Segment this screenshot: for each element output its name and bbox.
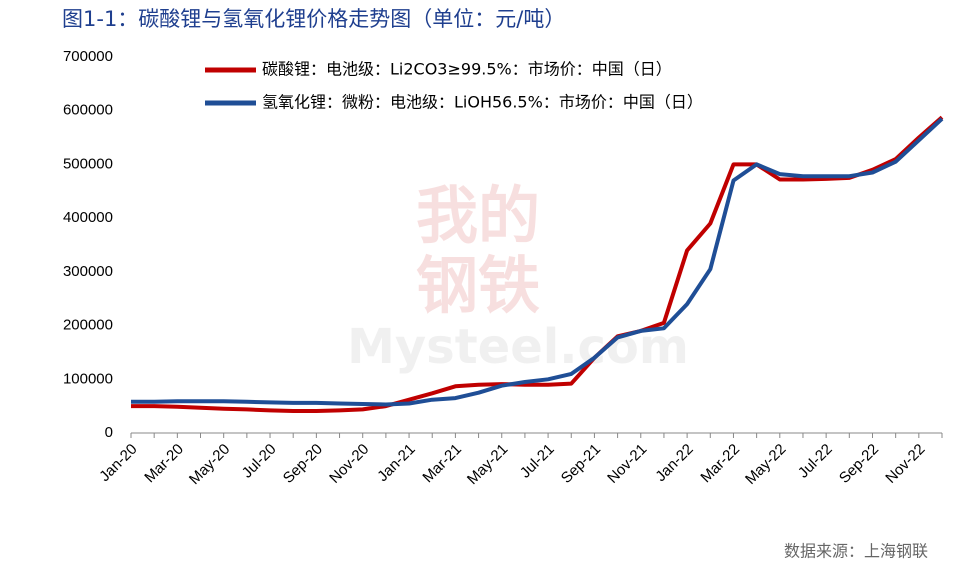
x-tick-label: Jan-20: [96, 441, 140, 485]
watermark-text: 钢铁: [416, 249, 540, 322]
x-tick-label: Nov-22: [882, 441, 928, 487]
x-tick-label: Nov-21: [604, 441, 650, 487]
x-tick-label: Mar-22: [697, 441, 743, 487]
y-tick-label: 600000: [63, 102, 113, 119]
legend-label: 碳酸锂：电池级：Li2CO3≥99.5%：市场价：中国（日）: [262, 60, 672, 79]
y-tick-label: 500000: [63, 155, 113, 172]
x-tick-label: Sep-20: [280, 441, 326, 487]
y-tick-label: 400000: [63, 209, 113, 226]
x-tick-label: Jul-22: [795, 441, 836, 482]
x-tick-label: Nov-20: [326, 441, 372, 487]
x-tick-label: Sep-22: [836, 441, 882, 487]
y-tick-label: 300000: [63, 263, 113, 280]
line-series: [131, 117, 944, 407]
line-series: [131, 115, 944, 413]
x-tick-label: Mar-20: [141, 441, 187, 487]
y-tick-label: 100000: [63, 370, 113, 387]
watermark-text: Mysteel.com: [347, 319, 689, 375]
y-tick-label: 700000: [63, 48, 113, 65]
x-tick-label: May-20: [186, 441, 233, 488]
x-tick-label: Jan-22: [652, 441, 696, 485]
x-tick-label: Sep-21: [558, 441, 604, 487]
watermark-text: 我的: [416, 179, 540, 252]
chart-title: 图1-1：碳酸锂与氢氧化锂价格走势图（单位：元/吨）: [62, 7, 565, 31]
y-tick-label: 0: [105, 424, 113, 441]
legend-label: 氢氧化锂：微粉：电池级：LiOH56.5%：市场价：中国（日）: [262, 93, 703, 112]
source-note: 数据来源：上海钢联: [784, 542, 928, 561]
x-tick-label: Jan-21: [374, 441, 418, 485]
watermark: 我的 钢铁 Mysteel.com: [347, 179, 689, 375]
x-tick-label: May-22: [742, 441, 789, 488]
x-tick-label: Mar-21: [419, 441, 465, 487]
y-tick-label: 200000: [63, 317, 113, 334]
x-tick-label: Jul-20: [239, 441, 280, 482]
x-tick-label: May-21: [464, 441, 511, 488]
x-tick-label: Jul-21: [517, 441, 558, 482]
